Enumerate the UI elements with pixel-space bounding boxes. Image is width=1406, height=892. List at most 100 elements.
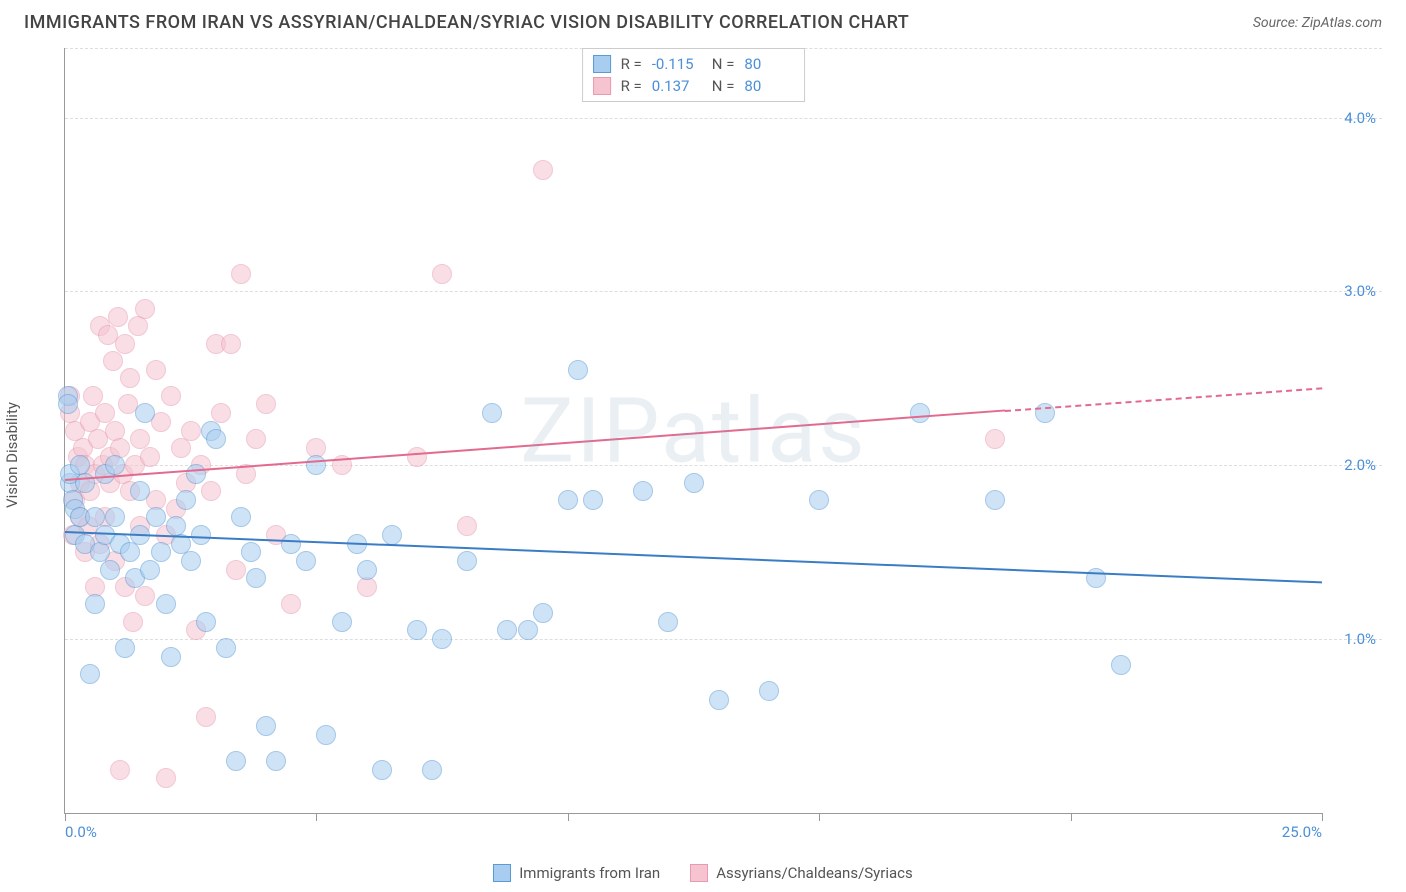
scatter-point (206, 429, 226, 449)
scatter-point (809, 490, 829, 510)
scatter-point (407, 620, 427, 640)
scatter-point (533, 603, 553, 623)
n-value-pink: 80 (744, 77, 794, 95)
scatter-point (241, 542, 261, 562)
chart-source: Source: ZipAtlas.com (1253, 15, 1382, 31)
scatter-point (231, 507, 251, 527)
chart-header: IMMIGRANTS FROM IRAN VS ASSYRIAN/CHALDEA… (0, 0, 1406, 41)
swatch-blue (493, 864, 511, 882)
scatter-point (266, 751, 286, 771)
watermark-text: ZIPatlas (520, 378, 866, 483)
scatter-point (432, 264, 452, 284)
r-value-pink: 0.137 (652, 77, 702, 95)
scatter-point (281, 534, 301, 554)
scatter-point (256, 394, 276, 414)
y-tick-label: 1.0% (1344, 630, 1376, 648)
x-tick (819, 813, 820, 821)
legend-row-pink: R = 0.137 N = 80 (593, 75, 795, 97)
scatter-point (161, 647, 181, 667)
scatter-point (140, 447, 160, 467)
scatter-point (709, 690, 729, 710)
scatter-point (583, 490, 603, 510)
scatter-point (518, 620, 538, 640)
scatter-point (221, 334, 241, 354)
scatter-point (658, 612, 678, 632)
n-value-blue: 80 (744, 55, 794, 73)
scatter-point (759, 681, 779, 701)
scatter-point (120, 368, 140, 388)
scatter-point (156, 768, 176, 788)
scatter-point (105, 455, 125, 475)
scatter-point (196, 707, 216, 727)
scatter-point (156, 594, 176, 614)
source-name: ZipAtlas.com (1302, 15, 1382, 31)
scatter-point (191, 525, 211, 545)
scatter-point (75, 473, 95, 493)
scatter-point (100, 560, 120, 580)
scatter-point (633, 481, 653, 501)
scatter-point (296, 551, 316, 571)
scatter-point (201, 481, 221, 501)
scatter-point (316, 725, 336, 745)
scatter-point (115, 334, 135, 354)
scatter-point (407, 447, 427, 467)
legend-label-pink: Assyrians/Chaldeans/Syriacs (716, 864, 913, 882)
gridline (65, 291, 1382, 292)
scatter-point (110, 760, 130, 780)
scatter-point (103, 351, 123, 371)
scatter-point (115, 638, 135, 658)
swatch-blue (593, 55, 611, 73)
scatter-point (176, 490, 196, 510)
scatter-point (135, 403, 155, 423)
scatter-point (357, 560, 377, 580)
scatter-point (332, 612, 352, 632)
scatter-point (306, 455, 326, 475)
scatter-point (432, 629, 452, 649)
scatter-point (226, 751, 246, 771)
scatter-point (130, 481, 150, 501)
scatter-point (80, 664, 100, 684)
scatter-point (558, 490, 578, 510)
trend-line (1005, 387, 1322, 412)
scatter-point (146, 360, 166, 380)
scatter-point (128, 316, 148, 336)
gridline (65, 639, 1382, 640)
legend-item-blue: Immigrants from Iran (493, 864, 660, 882)
correlation-legend: R = -0.115 N = 80 R = 0.137 N = 80 (582, 48, 806, 102)
scatter-point (281, 594, 301, 614)
scatter-point (120, 542, 140, 562)
r-label: R = (621, 55, 642, 73)
scatter-point (246, 568, 266, 588)
scatter-point (105, 507, 125, 527)
scatter-point (83, 386, 103, 406)
bottom-legend: Immigrants from Iran Assyrians/Chaldeans… (0, 864, 1406, 882)
source-label: Source: (1253, 15, 1298, 31)
scatter-point (216, 638, 236, 658)
r-label: R = (621, 77, 642, 95)
scatter-point (482, 403, 502, 423)
x-tick (1071, 813, 1072, 821)
x-tick (65, 813, 66, 821)
scatter-point (108, 307, 128, 327)
scatter-point (85, 594, 105, 614)
scatter-point (151, 542, 171, 562)
scatter-point (181, 421, 201, 441)
scatter-point (684, 473, 704, 493)
n-label: N = (712, 77, 735, 95)
legend-label-blue: Immigrants from Iran (519, 864, 660, 882)
scatter-point (161, 386, 181, 406)
scatter-point (497, 620, 517, 640)
gridline (65, 118, 1382, 119)
scatter-point (382, 525, 402, 545)
r-value-blue: -0.115 (652, 55, 702, 73)
x-tick (1322, 813, 1323, 821)
legend-row-blue: R = -0.115 N = 80 (593, 53, 795, 75)
scatter-point (985, 429, 1005, 449)
x-tick (316, 813, 317, 821)
scatter-point (123, 612, 143, 632)
scatter-point (226, 560, 246, 580)
swatch-pink (593, 77, 611, 95)
swatch-pink (690, 864, 708, 882)
scatter-point (140, 560, 160, 580)
scatter-point (231, 264, 251, 284)
